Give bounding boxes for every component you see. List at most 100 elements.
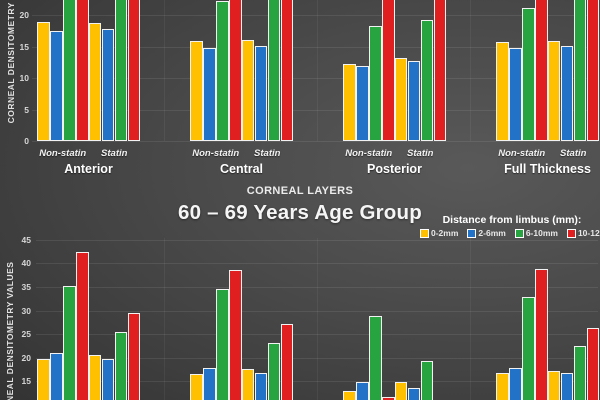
bar-2-6mm [254, 372, 267, 400]
bar-10-12mm [229, 269, 242, 400]
legend-item-10-12mm: 10-12mm [566, 228, 600, 238]
gridline-horizontal [36, 310, 598, 312]
bar-0-2mm [190, 374, 203, 400]
legend-swatch-6-10mm [514, 228, 524, 238]
legend-title: Distance from limbus (mm): [442, 214, 582, 226]
bar-6-10mm [573, 0, 586, 141]
bar-2-6mm [50, 352, 63, 400]
bar-6-10mm [267, 342, 280, 400]
y-tick-label: 20 [21, 352, 31, 363]
gridline-horizontal [32, 15, 598, 17]
gridline-vertical [470, 0, 471, 141]
bar-2-6mm [356, 66, 369, 141]
gridline-vertical [164, 238, 165, 400]
bar-10-12mm [382, 0, 395, 141]
y-tick-label: 10 [19, 73, 29, 84]
bar-2-6mm [50, 31, 63, 141]
gridline-horizontal [36, 334, 598, 336]
y-tick-label: 40 [21, 258, 31, 269]
x-category-label: Posterior [367, 162, 422, 176]
bar-10-12mm [76, 252, 89, 400]
bar-2-6mm [509, 48, 522, 141]
bar-2-6mm [509, 367, 522, 400]
bar-2-6mm [254, 46, 267, 141]
gridline-horizontal [36, 357, 598, 359]
bar-2-6mm [560, 45, 573, 141]
bar-0-2mm [496, 373, 509, 400]
bar-0-2mm [394, 381, 407, 400]
x-subcategory-label: Statin [407, 148, 434, 159]
bar-2-6mm [407, 388, 420, 400]
gridline-horizontal [32, 78, 598, 80]
x-category-label: Central [219, 162, 264, 176]
x-subcategory-label: Non-statin [498, 148, 546, 159]
gridline-horizontal [32, 46, 598, 48]
gridline-horizontal [32, 109, 598, 111]
y-tick-label: 5 [24, 104, 29, 115]
legend-item-6-10mm: 6-10mm [514, 228, 558, 238]
gridline-vertical [317, 0, 318, 141]
bar-0-2mm [547, 370, 560, 400]
bar-10-12mm [127, 0, 140, 141]
bar-0-2mm [88, 354, 101, 400]
bar-10-12mm [433, 0, 446, 141]
bar-0-2mm [88, 22, 101, 141]
bar-2-6mm [203, 48, 216, 141]
bar-2-6mm [101, 29, 114, 141]
x-category-label: Anterior [64, 162, 113, 176]
bottom-chart-title: 60 – 69 Years Age Group [178, 201, 422, 224]
bar-2-6mm [101, 358, 114, 400]
bar-6-10mm [114, 331, 127, 400]
bar-0-2mm [37, 22, 50, 141]
legend-label: 2-6mm [478, 228, 506, 238]
y-tick-label: 25 [21, 329, 31, 340]
bar-10-12mm [76, 0, 89, 141]
bar-10-12mm [127, 313, 140, 400]
bar-0-2mm [394, 58, 407, 141]
gridline-horizontal [36, 286, 598, 288]
bar-6-10mm [369, 316, 382, 400]
y-tick-label: 45 [21, 234, 31, 245]
x-subcategory-label: Non-statin [192, 148, 240, 159]
bar-6-10mm [114, 0, 127, 141]
legend-swatch-10-12mm [566, 228, 576, 238]
gridline-vertical [317, 238, 318, 400]
y-tick-label: 35 [21, 281, 31, 292]
bar-6-10mm [522, 8, 535, 141]
y-tick-label: 20 [19, 10, 29, 21]
bar-6-10mm [216, 289, 229, 400]
bar-0-2mm [343, 390, 356, 400]
bar-6-10mm [216, 0, 229, 141]
bar-2-6mm [560, 373, 573, 400]
x-subcategory-label: Non-statin [39, 148, 87, 159]
x-subcategory-label: Statin [101, 148, 128, 159]
bar-6-10mm [420, 361, 433, 400]
bar-10-12mm [586, 327, 599, 400]
bar-10-12mm [280, 324, 293, 400]
bar-6-10mm [63, 0, 76, 141]
bar-10-12mm [382, 396, 395, 400]
bar-10-12mm [586, 0, 599, 141]
gridline-horizontal [36, 263, 598, 265]
x-category-label: Full Thickness [504, 162, 591, 176]
bar-6-10mm [573, 345, 586, 400]
gridline-horizontal [36, 239, 598, 241]
bar-2-6mm [203, 367, 216, 400]
x-subcategory-label: Statin [254, 148, 281, 159]
legend: 0-2mm 2-6mm 6-10mm 10-12mm [420, 228, 600, 238]
bar-0-2mm [496, 42, 509, 141]
legend-item-0-2mm: 0-2mm [420, 228, 458, 238]
bar-6-10mm [63, 286, 76, 400]
bar-0-2mm [241, 368, 254, 400]
bar-0-2mm [190, 41, 203, 141]
bar-2-6mm [407, 61, 420, 141]
gridline-horizontal [36, 381, 598, 383]
y-tick-label: 30 [21, 305, 31, 316]
bar-0-2mm [37, 359, 50, 400]
x-subcategory-label: Non-statin [345, 148, 393, 159]
bar-0-2mm [343, 64, 356, 141]
bar-10-12mm [535, 0, 548, 141]
